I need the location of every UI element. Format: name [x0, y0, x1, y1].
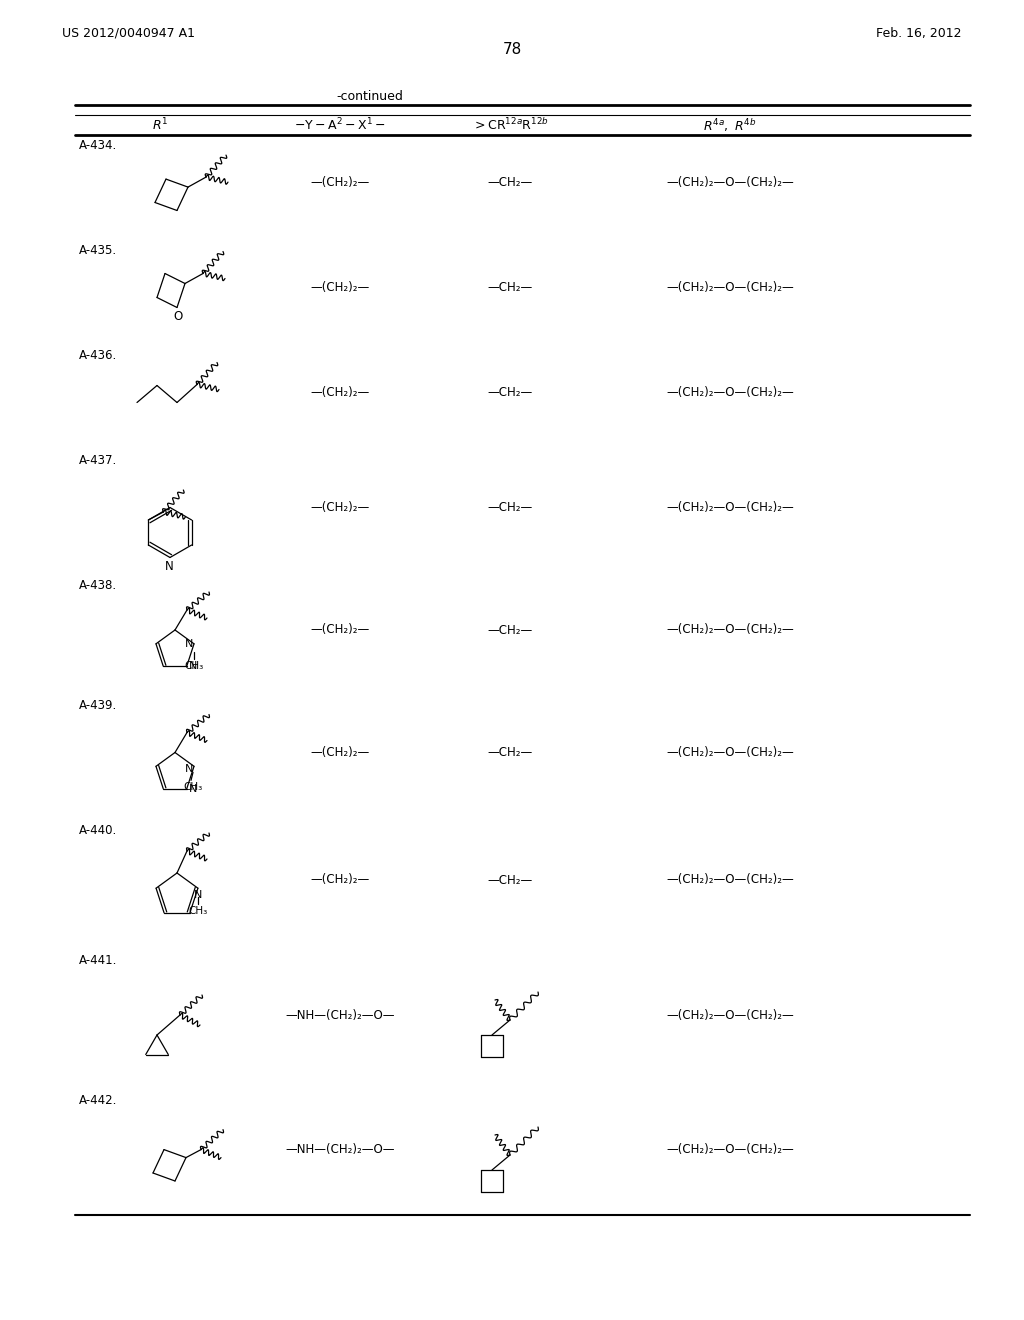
Text: US 2012/0040947 A1: US 2012/0040947 A1 — [62, 26, 195, 40]
Text: A-438.: A-438. — [79, 579, 117, 591]
Text: O: O — [173, 310, 182, 323]
Text: CH₃: CH₃ — [188, 907, 208, 916]
Text: —(CH₂)₂—: —(CH₂)₂— — [310, 746, 370, 759]
Text: A-436.: A-436. — [79, 348, 118, 362]
Text: —(CH₂)₂—: —(CH₂)₂— — [310, 623, 370, 636]
Text: 78: 78 — [503, 42, 521, 57]
Text: —(CH₂)₂—O—(CH₂)₂—: —(CH₂)₂—O—(CH₂)₂— — [667, 1143, 794, 1156]
Text: N: N — [194, 890, 202, 900]
Text: —NH—(CH₂)₂—O—: —NH—(CH₂)₂—O— — [286, 1008, 394, 1022]
Text: $-\mathrm{Y}-\mathrm{A}^2-\mathrm{X}^1-$: $-\mathrm{Y}-\mathrm{A}^2-\mathrm{X}^1-$ — [294, 117, 386, 133]
Text: —(CH₂)₂—: —(CH₂)₂— — [310, 874, 370, 887]
Text: $R^1$: $R^1$ — [152, 117, 168, 133]
Text: —CH₂—: —CH₂— — [487, 502, 532, 513]
Text: -continued: -continued — [337, 90, 403, 103]
Text: A-441.: A-441. — [79, 954, 118, 968]
Text: —(CH₂)₂—O—(CH₂)₂—: —(CH₂)₂—O—(CH₂)₂— — [667, 281, 794, 294]
Text: —(CH₂)₂—O—(CH₂)₂—: —(CH₂)₂—O—(CH₂)₂— — [667, 623, 794, 636]
Text: —(CH₂)₂—O—(CH₂)₂—: —(CH₂)₂—O—(CH₂)₂— — [667, 502, 794, 513]
Text: N: N — [188, 784, 198, 793]
Text: —NH—(CH₂)₂—O—: —NH—(CH₂)₂—O— — [286, 1143, 394, 1156]
Text: —(CH₂)₂—O—(CH₂)₂—: —(CH₂)₂—O—(CH₂)₂— — [667, 746, 794, 759]
Text: A-434.: A-434. — [79, 139, 118, 152]
Text: A-437.: A-437. — [79, 454, 118, 467]
Text: $R^{4a},\ R^{4b}$: $R^{4a},\ R^{4b}$ — [703, 117, 757, 133]
Text: N: N — [184, 639, 193, 649]
Text: —(CH₂)₂—O—(CH₂)₂—: —(CH₂)₂—O—(CH₂)₂— — [667, 176, 794, 189]
Text: —(CH₂)₂—: —(CH₂)₂— — [310, 176, 370, 189]
Text: —(CH₂)₂—O—(CH₂)₂—: —(CH₂)₂—O—(CH₂)₂— — [667, 874, 794, 887]
Text: CH₃: CH₃ — [183, 783, 203, 792]
Text: A-442.: A-442. — [79, 1094, 118, 1107]
Text: —(CH₂)₂—O—(CH₂)₂—: —(CH₂)₂—O—(CH₂)₂— — [667, 1008, 794, 1022]
Text: N: N — [165, 560, 173, 573]
Text: —(CH₂)₂—O—(CH₂)₂—: —(CH₂)₂—O—(CH₂)₂— — [667, 385, 794, 399]
Text: CH₃: CH₃ — [184, 661, 204, 671]
Text: —CH₂—: —CH₂— — [487, 623, 532, 636]
Text: A-439.: A-439. — [79, 700, 118, 711]
Text: —(CH₂)₂—: —(CH₂)₂— — [310, 502, 370, 513]
Text: N: N — [188, 661, 198, 671]
Text: A-435.: A-435. — [79, 244, 117, 257]
Text: A-440.: A-440. — [79, 824, 118, 837]
Text: Feb. 16, 2012: Feb. 16, 2012 — [877, 26, 962, 40]
Text: —CH₂—: —CH₂— — [487, 746, 532, 759]
Text: —CH₂—: —CH₂— — [487, 874, 532, 887]
Text: —(CH₂)₂—: —(CH₂)₂— — [310, 385, 370, 399]
Text: —CH₂—: —CH₂— — [487, 176, 532, 189]
Text: $>\mathrm{CR}^{12a}\mathrm{R}^{12b}$: $>\mathrm{CR}^{12a}\mathrm{R}^{12b}$ — [472, 117, 549, 133]
Text: —CH₂—: —CH₂— — [487, 385, 532, 399]
Text: —CH₂—: —CH₂— — [487, 281, 532, 294]
Text: —(CH₂)₂—: —(CH₂)₂— — [310, 281, 370, 294]
Text: N: N — [184, 764, 193, 775]
